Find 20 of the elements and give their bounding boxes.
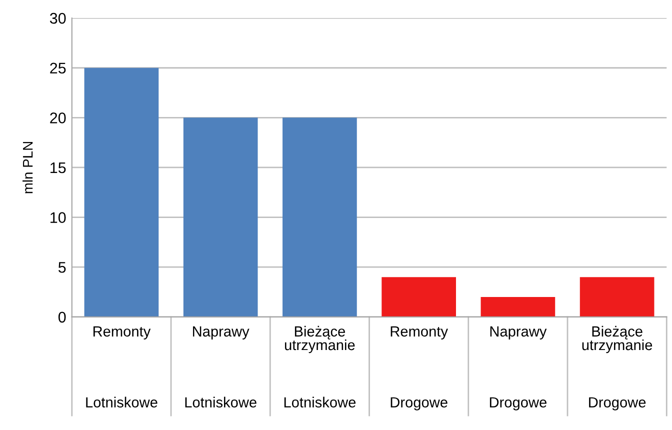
bar	[480, 296, 556, 317]
y-tick-label: 30	[50, 12, 66, 24]
bar	[84, 68, 159, 317]
category-label: Bieżące utrzymanie Lotniskowe	[284, 326, 356, 408]
y-tick-label: 25	[50, 62, 66, 74]
category-label: Naprawy Lotniskowe	[185, 326, 256, 408]
category-label: Bieżące utrzymanie Drogowe	[582, 326, 652, 410]
bar	[580, 277, 654, 317]
y-tick-label: 20	[50, 112, 66, 124]
y-tick-label: 5	[58, 262, 66, 273]
bar	[282, 118, 357, 317]
bar	[382, 277, 456, 317]
y-tick-label: 15	[50, 162, 66, 174]
bar	[183, 118, 258, 317]
y-tick-label: 10	[50, 212, 66, 223]
category-label: Remonty Drogowe	[390, 326, 448, 410]
y-tick-label: 0	[58, 312, 66, 323]
category-label: Remonty Lotniskowe	[86, 326, 158, 408]
category-label: Naprawy Drogowe	[490, 326, 547, 410]
y-axis-title: mln PLN	[22, 142, 33, 194]
